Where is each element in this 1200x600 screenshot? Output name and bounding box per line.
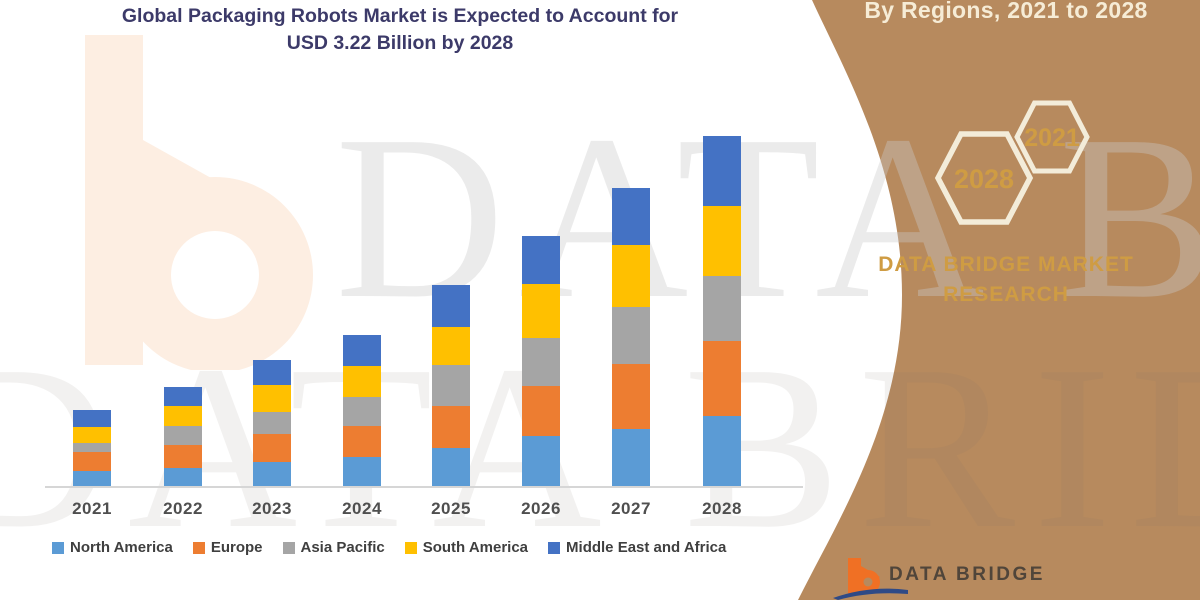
bar-segment-2021-south-america [73, 427, 111, 443]
legend-swatch-icon [548, 541, 561, 554]
legend-swatch-icon [282, 541, 295, 554]
hexagon-2021-label: 2021 [1024, 124, 1080, 152]
legend-label: South America [422, 539, 529, 556]
x-axis-label-2025: 2025 [431, 499, 471, 518]
bar-segment-2025-europe [432, 405, 470, 448]
x-axis-line [45, 486, 803, 488]
bar-segment-2027-north-america [612, 429, 650, 486]
x-axis-label-2024: 2024 [342, 499, 382, 518]
bar-segment-2023-south-america [253, 384, 291, 413]
footer-logo-text: DATA BRIDGE [889, 564, 1045, 585]
chart-title-line1: Global Packaging Robots Market is Expect… [121, 5, 679, 27]
bar-segment-2024-asia-pacific [343, 396, 381, 427]
bar-segment-2028-north-america [703, 416, 741, 486]
x-axis-label-2028: 2028 [702, 499, 742, 518]
bar-segment-2024-middle-east-and-africa [343, 334, 381, 367]
bar-segment-2022-north-america [164, 467, 202, 486]
bar-segment-2026-asia-pacific [522, 338, 560, 386]
brand-name-line2: RESEARCH [943, 283, 1069, 307]
bar-segment-2021-middle-east-and-africa [73, 409, 111, 428]
bar-segment-2023-north-america [253, 462, 291, 486]
bar-segment-2021-europe [73, 452, 111, 471]
bar-segment-2024-south-america [343, 366, 381, 397]
bar-segment-2022-europe [164, 444, 202, 468]
bar-segment-2026-north-america [522, 435, 560, 486]
legend-label: Europe [210, 539, 263, 556]
banner-heading: By Regions, 2021 to 2028 [864, 0, 1148, 23]
legend-item-south-america: South America [404, 539, 529, 556]
x-axis-label-2022: 2022 [163, 499, 203, 518]
bar-segment-2025-north-america [432, 447, 470, 486]
legend-item-north-america: North America [52, 539, 173, 556]
legend-item-asia-pacific: Asia Pacific [282, 539, 385, 556]
bar-segment-2022-asia-pacific [164, 426, 202, 445]
chart-title: Global Packaging Robots Market is Expect… [50, 3, 750, 57]
bar-segment-2027-south-america [612, 244, 650, 307]
hexagon-2028-label: 2028 [954, 164, 1014, 194]
x-axis-label-2027: 2027 [611, 499, 651, 518]
legend-swatch-icon [404, 541, 417, 554]
plot-area: 2021 2022 2023 2024 2025 2026 2027 2028 North A… [45, 135, 803, 556]
legend-swatch-icon [192, 541, 205, 554]
bar-segment-2024-north-america [343, 456, 381, 486]
bar-segment-2023-europe [253, 433, 291, 463]
bar-segment-2028-south-america [703, 205, 741, 277]
x-axis-label-2026: 2026 [521, 499, 561, 518]
bar-segment-2025-middle-east-and-africa [432, 284, 470, 328]
bar-segment-2027-europe [612, 364, 650, 430]
bar-segment-2023-asia-pacific [253, 412, 291, 434]
chart-legend: North America Europe Asia Pacific South Ame… [52, 539, 726, 556]
legend-item-middle-east-and-africa: Middle East and Africa [548, 539, 726, 556]
year-hexagons: 2028 2021 [934, 100, 1090, 225]
bar-segment-2024-europe [343, 426, 381, 457]
bar-segment-2026-middle-east-and-africa [522, 235, 560, 284]
bar-segment-2022-middle-east-and-africa [164, 387, 202, 406]
bar-segment-2022-south-america [164, 405, 202, 427]
bar-segment-2026-south-america [522, 283, 560, 339]
bar-segment-2025-asia-pacific [432, 365, 470, 406]
hexagon-2021: 2021 [1014, 100, 1090, 174]
x-axis-label-2023: 2023 [252, 499, 292, 518]
bar-segment-2025-south-america [432, 327, 470, 366]
brand-name: DATA BRIDGE MARKET RESEARCH [812, 250, 1200, 311]
bar-segment-2028-asia-pacific [703, 276, 741, 342]
bar-segment-2028-middle-east-and-africa [703, 135, 741, 206]
bar-segment-2027-middle-east-and-africa [612, 188, 650, 245]
bar-segment-2021-asia-pacific [73, 442, 111, 453]
x-axis-label-2021: 2021 [72, 499, 112, 518]
chart-title-line2: USD 3.22 Billion by 2028 [286, 31, 514, 54]
bar-segment-2026-europe [522, 385, 560, 436]
bar-segment-2028-europe [703, 341, 741, 417]
bar-segment-2021-north-america [73, 470, 111, 486]
legend-label: Asia Pacific [300, 539, 385, 556]
brand-name-line1: DATA BRIDGE MARKET [878, 253, 1134, 276]
bar-segment-2023-middle-east-and-africa [253, 359, 291, 385]
legend-label: North America [70, 539, 173, 556]
legend-label: Middle East and Africa [566, 539, 727, 556]
hexagon-2028: 2028 [934, 131, 1034, 225]
logo-b-watermark [85, 35, 313, 370]
legend-swatch-icon [52, 541, 64, 554]
legend-item-europe: Europe [192, 539, 263, 556]
bar-segment-2027-asia-pacific [612, 306, 650, 365]
footer-logo-mark [833, 558, 908, 600]
